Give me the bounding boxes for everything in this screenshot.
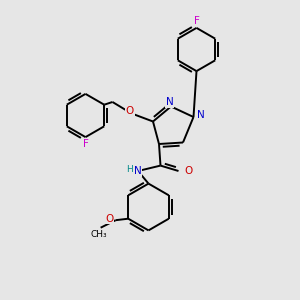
Text: F: F bbox=[82, 139, 88, 149]
Text: N: N bbox=[134, 166, 142, 176]
Text: O: O bbox=[126, 106, 134, 116]
Text: H: H bbox=[126, 165, 133, 174]
Text: O: O bbox=[105, 214, 113, 224]
Text: O: O bbox=[184, 166, 192, 176]
Text: CH₃: CH₃ bbox=[91, 230, 107, 239]
Text: N: N bbox=[197, 110, 205, 120]
Text: N: N bbox=[166, 97, 173, 107]
Text: F: F bbox=[194, 16, 200, 26]
